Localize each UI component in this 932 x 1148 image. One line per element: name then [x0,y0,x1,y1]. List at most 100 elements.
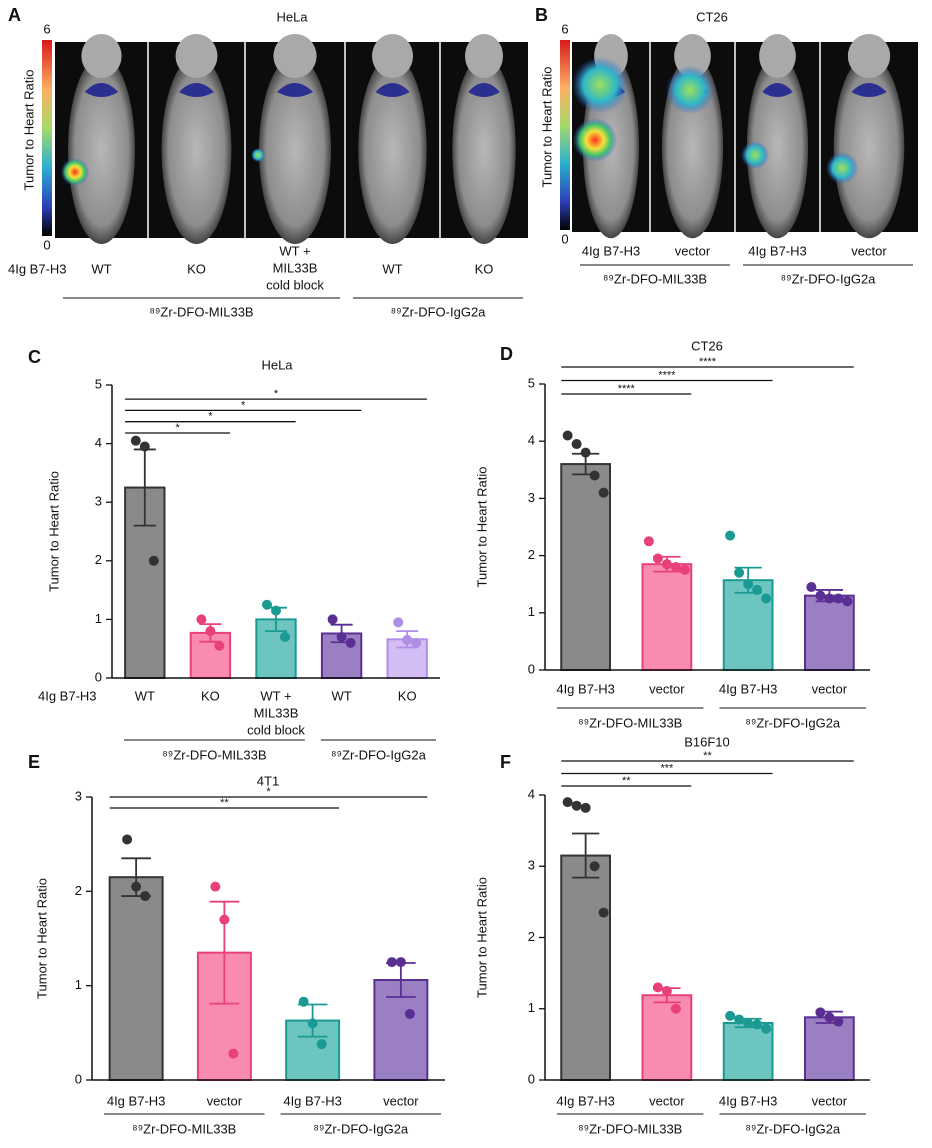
y-tick-label: 2 [95,552,102,567]
data-point [562,430,573,441]
group-label: ⁸⁹Zr-DFO-MIL33B [578,1121,682,1136]
y-tick-label: 4 [528,433,535,448]
x-tick-label: WT [331,688,351,703]
x-tick-label: vector [812,681,848,696]
significance-label: * [266,786,271,798]
row-label: 4Ig B7-H3 [8,261,67,276]
y-tick-label: 3 [528,490,535,505]
signal-spot [666,66,714,114]
mouse-body [68,55,135,245]
panel-title: CT26 [696,9,728,24]
data-point [130,435,141,446]
mouse-body [358,55,427,245]
mouse-head [371,34,414,78]
significance-label: * [208,411,213,423]
signal-spot [61,158,89,186]
y-axis-label: Tumor to Heart Ratio [46,471,61,592]
chart-title: HeLa [261,357,293,372]
error-bar [653,555,681,573]
y-tick-label: 4 [95,435,102,450]
mouse-head [81,34,122,78]
column-label: 4Ig B7-H3 [582,243,641,258]
y-tick-label: 5 [528,375,535,390]
row-label: 4Ig B7-H3 [38,688,97,703]
data-point [148,555,159,566]
x-tick-label: WT + [260,688,291,703]
significance-label: ** [220,797,229,809]
data-point [598,907,609,918]
data-point [679,564,690,575]
data-point [196,614,207,625]
column-label: WT [91,261,111,276]
x-tick-label: vector [649,1093,685,1108]
y-tick-label: 5 [95,376,102,391]
panel-letter: A [8,5,21,25]
error-bar [734,1017,762,1029]
chart-title: CT26 [691,338,723,353]
y-tick-label: 0 [528,661,535,676]
column-label: MIL33B [273,260,318,275]
group-label: ⁸⁹Zr-DFO-MIL33B [132,1121,236,1136]
color-bar-label: Tumor to Heart Ratio [539,67,554,188]
significance-label: * [274,388,279,400]
color-bar [560,40,570,230]
group-label: ⁸⁹Zr-DFO-MIL33B [603,271,707,286]
group-label: ⁸⁹Zr-DFO-IgG2a [745,715,841,730]
heart-signal [277,83,313,97]
error-bar [815,1010,844,1024]
color-bar-min: 0 [561,231,568,246]
y-tick-label: 0 [75,1071,82,1086]
x-tick-label: 4Ig B7-H3 [107,1093,166,1108]
significance-label: ** [703,750,712,762]
bar [804,594,855,672]
signal-spot [251,148,265,162]
x-tick-label: MIL33B [254,705,299,720]
data-point [411,637,422,648]
error-bar [330,623,353,644]
y-axis-label: Tumor to Heart Ratio [474,877,489,998]
mouse-head [759,34,796,78]
error-bar [209,900,240,1005]
data-point [562,797,573,808]
group-label: ⁸⁹Zr-DFO-MIL33B [578,715,682,730]
data-point [589,861,600,872]
mouse-head [273,34,317,78]
panel-letter: E [28,752,40,772]
data-point [761,593,772,604]
y-tick-label: 0 [528,1071,535,1086]
panel-title: HeLa [276,9,308,24]
data-point [393,617,404,628]
error-bar [653,987,681,1004]
column-label: WT [382,261,402,276]
mouse-body [259,55,331,245]
color-bar-label: Tumor to Heart Ratio [21,70,36,191]
significance-label: ** [622,775,631,787]
data-point [214,640,225,651]
column-label: KO [475,261,494,276]
mouse-head [464,34,504,78]
y-axis-label: Tumor to Heart Ratio [34,878,49,999]
color-bar-min: 0 [43,237,50,252]
data-point [670,1003,681,1014]
signal-spot [572,57,628,113]
heart-signal [84,83,119,97]
y-tick-label: 4 [528,786,535,801]
x-tick-label: KO [398,688,417,703]
x-tick-label: cold block [247,722,305,737]
heart-signal [851,83,887,97]
error-bar [571,452,600,476]
signal-spot [826,152,858,184]
bar [641,994,693,1082]
y-tick-label: 1 [528,1000,535,1015]
y-axis-label: Tumor to Heart Ratio [474,467,489,588]
x-tick-label: 4Ig B7-H3 [283,1093,342,1108]
x-tick-label: KO [201,688,220,703]
y-tick-label: 1 [528,604,535,619]
data-point [327,614,338,625]
column-label: WT + [279,243,310,258]
data-point [316,1039,327,1050]
panel-letter: B [535,5,548,25]
panel-letter: C [28,347,41,367]
y-tick-label: 1 [75,977,82,992]
x-tick-label: vector [649,681,685,696]
